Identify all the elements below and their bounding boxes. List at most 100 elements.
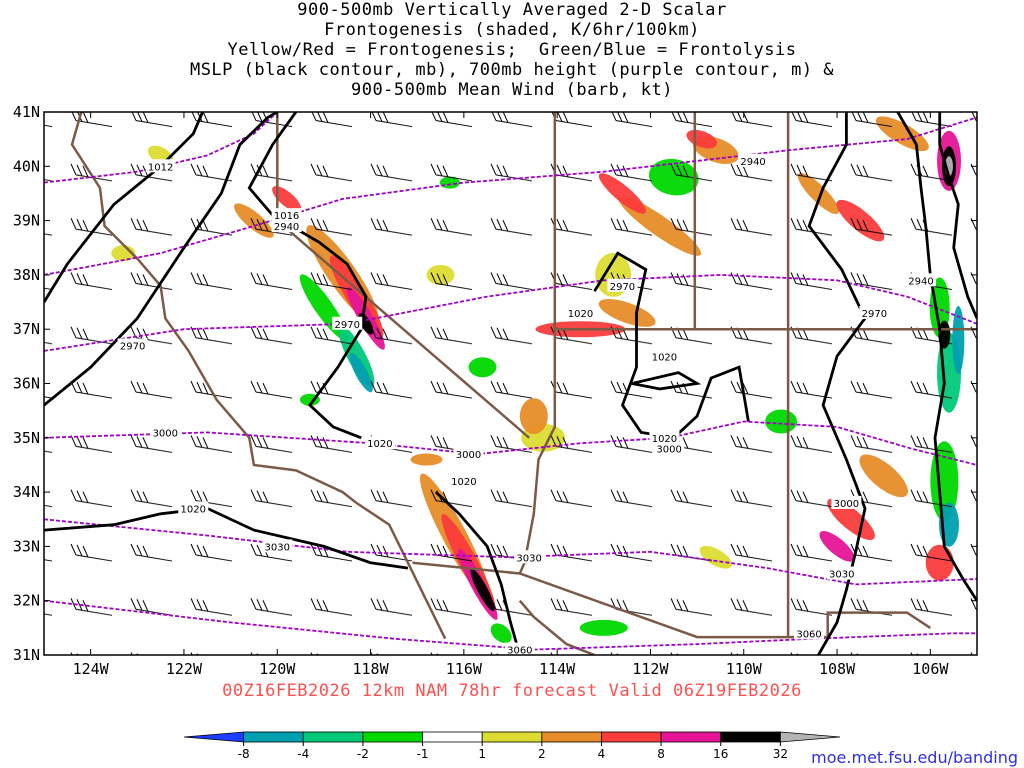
height-label: 2940	[738, 153, 769, 168]
colorbar-label: 4	[598, 747, 606, 761]
height-label-text: 3000	[153, 428, 178, 439]
lon-label: 112W	[632, 660, 669, 678]
colorbar-label: 16	[713, 747, 728, 761]
height-contour	[44, 112, 278, 184]
mslp-label-text: 1012	[148, 162, 173, 173]
height-contour	[44, 420, 977, 466]
height-label-text: 3000	[456, 450, 481, 461]
height-contour	[44, 273, 977, 352]
colorbar-box	[481, 731, 543, 743]
height-label-text: 3030	[265, 542, 290, 553]
height-label: 2970	[332, 316, 363, 331]
colorbar: -8 -4 -2 -1 1 2 4 8 16 32	[183, 731, 841, 761]
height-contour	[44, 599, 977, 651]
mslp-contour	[896, 112, 977, 602]
title-line-4: MSLP (black contour, mb), 700mb height (…	[189, 60, 835, 80]
mslp-contour	[631, 371, 702, 391]
height-label: 3030	[262, 539, 293, 553]
height-label: 3000	[150, 425, 181, 439]
credit-link[interactable]: moe.met.fsu.edu/banding	[811, 748, 1018, 767]
mslp-label-text: 1016	[274, 211, 299, 222]
height-label-text: 2940	[740, 157, 765, 168]
title-line-3: Yellow/Red = Frontogenesis; Green/Blue =…	[227, 40, 797, 60]
height-label-text: 3060	[507, 646, 532, 657]
colorbar-label: 32	[773, 747, 788, 761]
colorbar-label: -4	[297, 747, 309, 761]
colorbar-label: 1	[478, 747, 486, 761]
mslp-contour	[247, 112, 368, 440]
title-block: 900-500mb Vertically Averaged 2-D Scalar…	[0, 0, 1024, 100]
mslp-contour	[44, 506, 409, 570]
height-label-text: 3000	[656, 445, 681, 456]
mslp-label-text: 1020	[367, 439, 392, 450]
colorbar-box	[779, 731, 841, 743]
height-label-text: 3060	[796, 629, 821, 640]
height-label-text: 2970	[120, 341, 145, 352]
colorbar-label: -8	[238, 747, 250, 761]
plot-area: 2940 2940 2940 2970 2970 2970 2970 3000 3000 3000…	[44, 112, 977, 657]
height-label: 2940	[906, 273, 937, 287]
lon-label: 114W	[539, 660, 576, 678]
colorbar-box	[601, 731, 662, 743]
mslp-contour	[434, 491, 522, 655]
height-label: 3060	[504, 642, 535, 657]
mslp-label: 1020	[565, 305, 596, 320]
lon-label: 122W	[166, 660, 203, 678]
colorbar-box	[243, 731, 304, 743]
height-label: 3000	[453, 447, 484, 461]
mslp-label: 1020	[178, 501, 209, 515]
height-label-text: 2940	[274, 222, 299, 233]
lon-label: 116W	[446, 660, 483, 678]
mslp-contour	[593, 251, 750, 440]
mslp-label-text: 1020	[652, 352, 677, 363]
lat-label: 40N	[13, 157, 40, 175]
lon-label: 108W	[819, 660, 856, 678]
height-label: 2970	[859, 305, 890, 320]
lat-label: 37N	[13, 320, 40, 338]
lat-label: 38N	[13, 266, 40, 284]
colorbar-label: 2	[538, 747, 546, 761]
colorbar-box	[541, 731, 602, 743]
lon-label: 106W	[912, 660, 949, 678]
colorbar-box	[183, 731, 245, 743]
mslp-label-text: 1020	[181, 504, 206, 515]
height-label-text: 2970	[862, 309, 887, 320]
border-line	[70, 112, 447, 640]
height-label: 3000	[831, 495, 862, 510]
height-label-text: 3000	[834, 499, 859, 510]
colorbar-box	[302, 731, 364, 743]
mslp-label-text: 1020	[568, 309, 593, 320]
lon-label: 124W	[73, 660, 110, 678]
lat-label: 39N	[13, 212, 40, 230]
colorbar-label: 8	[657, 747, 665, 761]
height-label-text: 2970	[610, 282, 635, 293]
lat-label: 35N	[13, 429, 40, 447]
height-label: 3060	[794, 626, 825, 640]
height-label: 2940	[271, 219, 302, 233]
mslp-label-text: 1020	[652, 434, 677, 445]
mslp-label: 1012	[145, 159, 176, 173]
mslp-label: 1020	[448, 474, 479, 488]
mslp-label-text: 1020	[451, 477, 476, 488]
height-label-text: 2970	[334, 320, 359, 331]
height-label-text: 3030	[829, 570, 854, 581]
colorbar-label: -1	[417, 747, 429, 761]
height-label: 3030	[514, 550, 545, 564]
mslp-contour	[44, 112, 278, 407]
height-label: 2970	[117, 338, 148, 352]
mslp-label: 1020	[649, 430, 680, 445]
lat-label: 41N	[13, 103, 40, 121]
height-contour	[44, 518, 977, 586]
height-700mb-contours	[44, 112, 977, 651]
colorbar-box	[660, 731, 722, 743]
mslp-label: 1016	[271, 208, 302, 222]
colorbar-box	[362, 731, 423, 743]
border-line	[518, 599, 595, 655]
lon-label: 120W	[259, 660, 296, 678]
height-label: 3030	[826, 566, 857, 581]
title-line-2: Frontogenesis (shaded, K/6hr/100km)	[324, 20, 700, 40]
contour-labels: 2940 2940 2940 2970 2970 2970 2970 3000 3000 3000…	[117, 153, 937, 657]
wind-barbs	[44, 112, 977, 655]
border-line	[518, 112, 557, 574]
